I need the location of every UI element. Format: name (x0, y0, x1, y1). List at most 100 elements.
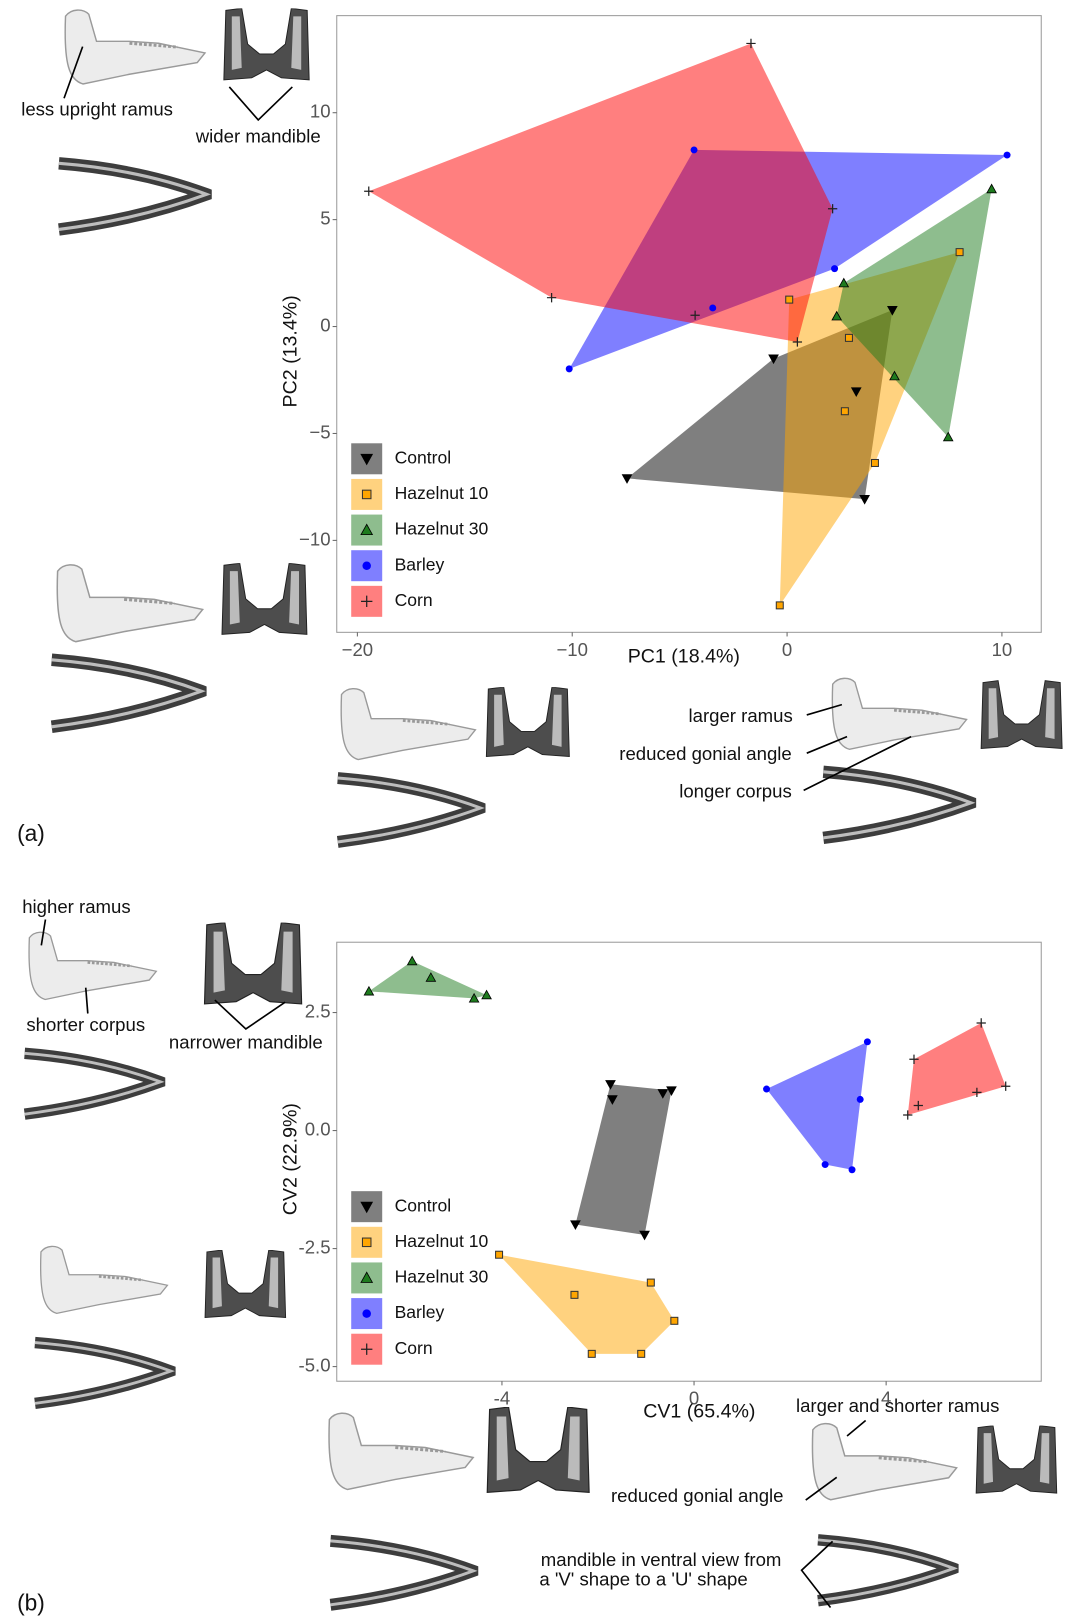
annotation: wider mandible (195, 125, 321, 146)
group-hull (499, 1254, 675, 1354)
y-tick-label: −10 (299, 528, 331, 549)
mandible-ventral (823, 772, 971, 838)
marker (565, 365, 573, 373)
marker (360, 1201, 374, 1214)
marker (942, 431, 954, 442)
legend-label: Barley (395, 1302, 445, 1322)
marker (986, 183, 997, 194)
marker (1001, 1081, 1011, 1091)
y-tick-label: 0.0 (305, 1118, 331, 1139)
annotation: reduced gonial angle (611, 1485, 784, 1506)
marker (639, 1230, 650, 1241)
marker (690, 310, 700, 320)
mandible-frontal (485, 687, 570, 757)
plot-frame (336, 15, 1042, 633)
mandible-ventral (338, 778, 481, 842)
leader-line (84, 987, 89, 1014)
marker (570, 1290, 579, 1299)
leader-line (214, 999, 286, 1031)
annotations: less upright ramus wider mandible larger… (17, 99, 999, 1616)
group-hull (575, 1084, 672, 1235)
marker (495, 1250, 504, 1259)
annotation-leaders (40, 46, 912, 1608)
leader-line (806, 735, 848, 754)
legend-label: Corn (395, 1338, 433, 1358)
group-hull (766, 1041, 868, 1170)
mandible-ventral (330, 1541, 473, 1605)
marker (976, 1018, 986, 1028)
marker (775, 601, 784, 610)
marker (844, 333, 853, 342)
marker (690, 146, 698, 154)
marker (859, 494, 870, 505)
marker (746, 38, 756, 49)
y-axis-label: PC2 (13.4%) (279, 295, 301, 407)
marker (887, 305, 898, 316)
annotation: less upright ramus (21, 99, 173, 120)
legend-label: Corn (395, 590, 433, 610)
mandible-lateral (810, 1422, 959, 1502)
annotation: mandible in ventral view from (541, 1549, 782, 1570)
mandible-ventral (818, 1540, 954, 1601)
annotation: narrower mandible (169, 1031, 323, 1052)
marker (362, 561, 371, 570)
marker (840, 407, 849, 416)
group-hull (836, 189, 992, 438)
marker (360, 453, 374, 466)
leader-line (846, 1419, 867, 1437)
marker (768, 354, 779, 365)
legend-label: Hazelnut 10 (395, 483, 489, 503)
x-tick-label: −20 (342, 639, 374, 660)
marker (1003, 151, 1011, 159)
mandible-lateral (27, 930, 158, 1002)
panel-label: (a) (17, 820, 45, 846)
panel-label: (b) (17, 1589, 45, 1615)
annotation: reduced gonial angle (619, 743, 792, 764)
leader-line (805, 1476, 838, 1501)
mandible-ventral (59, 163, 207, 229)
marker (621, 474, 633, 484)
marker (831, 265, 839, 273)
leader-line (63, 46, 84, 99)
marker (666, 1086, 677, 1096)
marker (955, 248, 964, 257)
marker (607, 1095, 618, 1105)
marker (361, 1237, 372, 1248)
leader-line (800, 1540, 834, 1608)
mandible-ventral (52, 660, 202, 727)
plot-frame (336, 941, 1042, 1382)
x-tick-label: -4 (494, 1388, 511, 1409)
marker (646, 1278, 655, 1287)
markers (364, 38, 1011, 610)
mandible-frontal (203, 922, 303, 1005)
marker (406, 955, 418, 966)
plot-0: −20 −10 0 10 −10 −5 0 5 10 PC1 (18.4%) PC2 (13.4%)… (279, 15, 1042, 667)
marker (870, 458, 879, 467)
marker (362, 1309, 371, 1318)
mandible-frontal (980, 680, 1063, 749)
marker (670, 1316, 679, 1325)
legend-label: Barley (395, 554, 445, 574)
marker (903, 1110, 913, 1120)
leader-line (806, 703, 843, 716)
annotation: shorter corpus (26, 1014, 145, 1035)
mandible-lateral (39, 1244, 169, 1315)
annotation: higher ramus (22, 896, 130, 917)
mandible-frontal (204, 1250, 287, 1319)
marker (481, 989, 492, 1000)
marker (889, 370, 900, 381)
leader-line (803, 735, 912, 792)
marker (821, 1161, 829, 1169)
mandible-lateral (63, 8, 207, 86)
plot-1: -4 0 4 -5.0 -2.5 0.0 2.5 CV1 (65.4%) CV2 (22.9%)… (279, 941, 1042, 1422)
mandible-frontal (486, 1407, 590, 1493)
marker (637, 1349, 646, 1358)
legend: Control Hazelnut 10 Hazelnut 30 Barley Corn (351, 1191, 488, 1365)
marker (605, 1080, 616, 1090)
marker (856, 1095, 864, 1103)
leader-line (228, 86, 293, 122)
mandible-lateral (830, 676, 969, 751)
legend-label: Control (395, 447, 452, 467)
marker (863, 1038, 871, 1046)
y-axis-label: CV2 (22.9%) (279, 1103, 301, 1215)
